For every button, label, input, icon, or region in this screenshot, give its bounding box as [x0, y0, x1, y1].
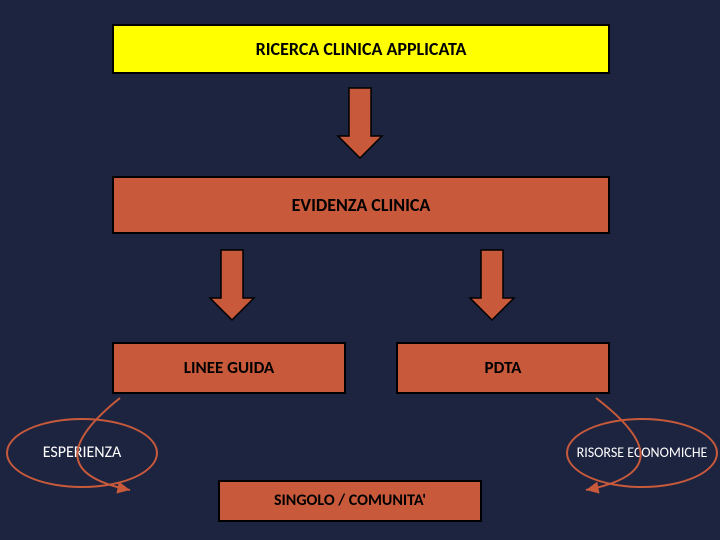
diagram-stage: RICERCA CLINICA APPLICATAEVIDENZA CLINIC…: [0, 0, 720, 540]
curve-right: [0, 0, 720, 540]
